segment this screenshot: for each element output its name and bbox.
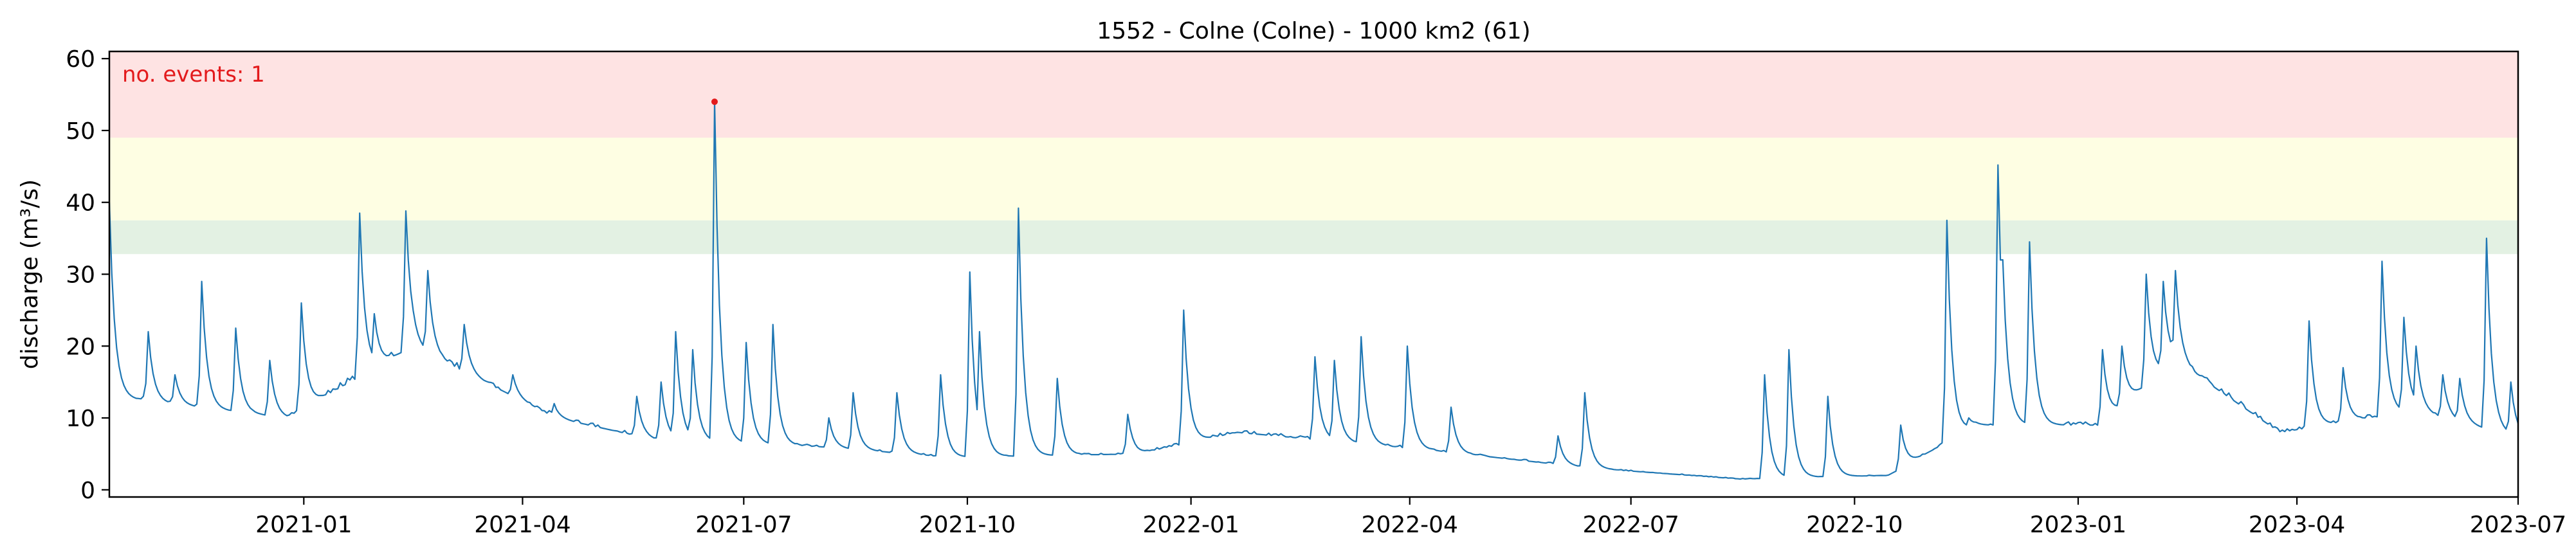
series-layer xyxy=(108,101,2555,480)
x-tick-label: 2021-07 xyxy=(695,512,792,538)
y-axis: 0 10 20 30 40 50 60 xyxy=(66,46,109,504)
y-tick-label: 40 xyxy=(66,190,95,217)
x-axis: 2021-01 2021-04 2021-07 2021-10 2022-01 2022-… xyxy=(255,497,2566,538)
y-tick-label: 30 xyxy=(66,262,95,289)
y-tick-label: 0 xyxy=(80,478,95,504)
y-axis-label: discharge (m³/s) xyxy=(17,179,43,369)
x-tick-label: 2022-04 xyxy=(1362,512,1458,538)
event-point-0 xyxy=(711,98,718,105)
x-tick-label: 2023-07 xyxy=(2470,512,2566,538)
threshold-band-0 xyxy=(109,220,2518,255)
x-tick-label: 2023-04 xyxy=(2249,512,2345,538)
event-count-annotation: no. events: 1 xyxy=(122,62,265,87)
x-tick-label: 2021-01 xyxy=(255,512,352,538)
threshold-bands xyxy=(109,51,2518,255)
x-tick-label: 2021-04 xyxy=(474,512,571,538)
y-tick-label: 20 xyxy=(66,334,95,360)
x-tick-label: 2022-10 xyxy=(1806,512,1903,538)
event-points xyxy=(711,98,718,105)
chart-title: 1552 - Colne (Colne) - 1000 km2 (61) xyxy=(1097,18,1530,44)
x-tick-label: 2021-10 xyxy=(919,512,1016,538)
x-tick-label: 2022-07 xyxy=(1582,512,1679,538)
series-line-0 xyxy=(108,101,2519,480)
y-tick-label: 60 xyxy=(66,46,95,73)
x-tick-label: 2022-01 xyxy=(1142,512,1239,538)
y-tick-label: 50 xyxy=(66,118,95,145)
x-tick-label: 2023-01 xyxy=(2030,512,2126,538)
threshold-band-2 xyxy=(109,51,2518,138)
threshold-band-1 xyxy=(109,138,2518,221)
y-tick-label: 10 xyxy=(66,406,95,432)
